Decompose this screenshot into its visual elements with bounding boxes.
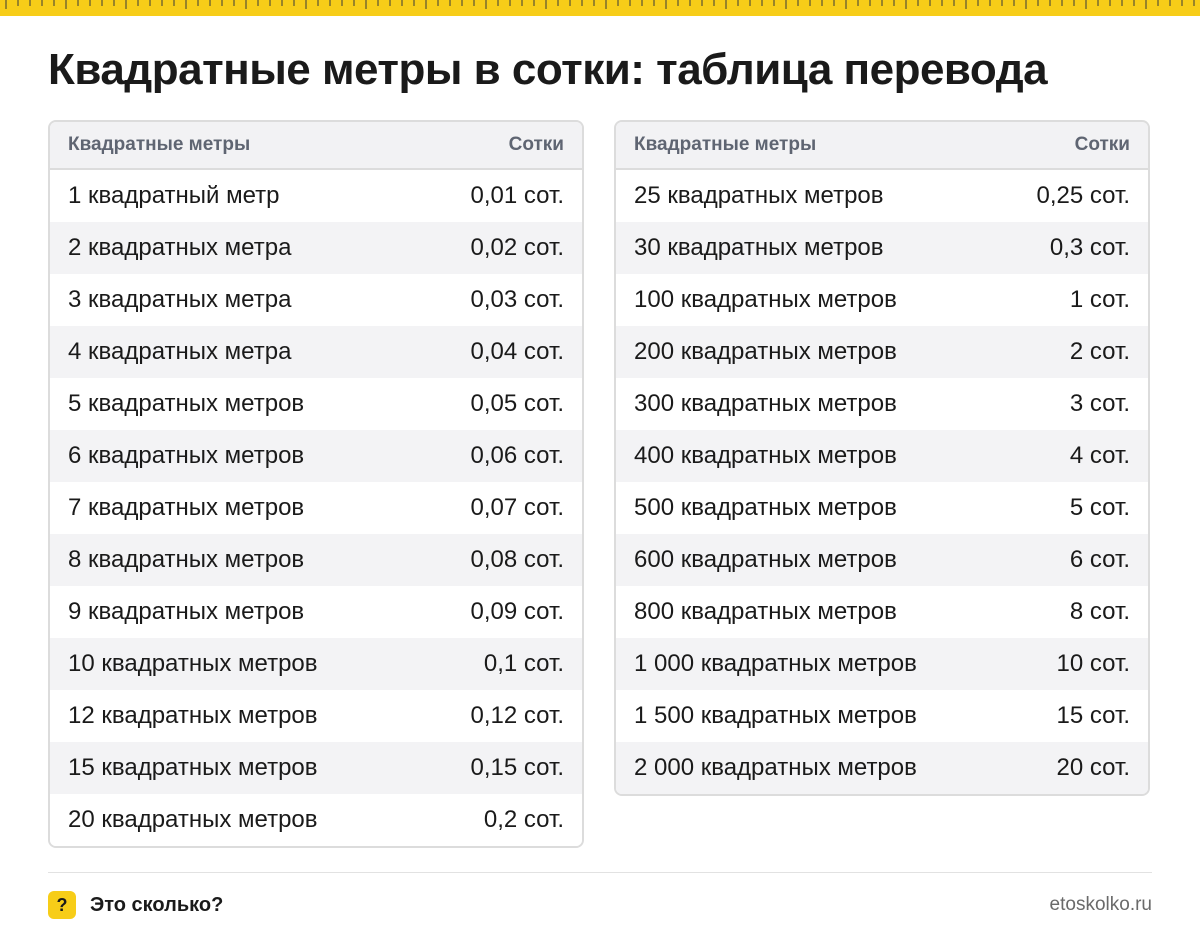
table-row: 30 квадратных метров 0,3 сот. bbox=[616, 222, 1148, 274]
meters-cell: 1 500 квадратных метров bbox=[634, 702, 917, 729]
meters-cell: 12 квадратных метров bbox=[68, 702, 318, 729]
table-row: 5 квадратных метров 0,05 сот. bbox=[50, 378, 582, 430]
header-meters: Квадратные метры bbox=[68, 134, 251, 155]
meters-cell: 400 квадратных метров bbox=[634, 442, 897, 469]
table-row: 300 квадратных метров 3 сот. bbox=[616, 378, 1148, 430]
conversion-table-right: Квадратные метры Сотки 25 квадратных мет… bbox=[614, 120, 1150, 796]
table-row: 100 квадратных метров 1 сот. bbox=[616, 274, 1148, 326]
table-row: 20 квадратных метров 0,2 сот. bbox=[50, 794, 582, 846]
meters-cell: 2 000 квадратных метров bbox=[634, 754, 917, 781]
meters-cell: 800 квадратных метров bbox=[634, 598, 897, 625]
meters-cell: 20 квадратных метров bbox=[68, 806, 318, 833]
site-url[interactable]: etoskolko.ru bbox=[1049, 894, 1152, 915]
meters-cell: 9 квадратных метров bbox=[68, 598, 305, 625]
header-meters: Квадратные метры bbox=[634, 134, 817, 155]
meters-cell: 5 квадратных метров bbox=[68, 390, 305, 417]
table-row: 9 квадратных метров 0,09 сот. bbox=[50, 586, 582, 638]
table-row: 400 квадратных метров 4 сот. bbox=[616, 430, 1148, 482]
ruler-strip bbox=[0, 0, 1200, 16]
table-header: Квадратные метры Сотки bbox=[50, 122, 582, 170]
meters-cell: 3 квадратных метра bbox=[68, 286, 292, 313]
meters-cell: 15 квадратных метров bbox=[68, 754, 318, 781]
sotki-cell: 3 сот. bbox=[1069, 390, 1130, 417]
table-row: 1 000 квадратных метров 10 сот. bbox=[616, 638, 1148, 690]
table-body: 25 квадратных метров 0,25 сот. 30 квадратн… bbox=[616, 170, 1148, 794]
sotki-cell: 0,01 сот. bbox=[470, 182, 564, 209]
table-row: 500 квадратных метров 5 сот. bbox=[616, 482, 1148, 534]
table-row: 800 квадратных метров 8 сот. bbox=[616, 586, 1148, 638]
meters-cell: 2 квадратных метра bbox=[68, 234, 292, 261]
sotki-cell: 4 сот. bbox=[1069, 442, 1130, 469]
sotki-cell: 0,1 сот. bbox=[483, 650, 564, 677]
header-sotki: Сотки bbox=[508, 134, 564, 155]
sotki-cell: 0,03 сот. bbox=[470, 286, 564, 313]
table-row: 600 квадратных метров 6 сот. bbox=[616, 534, 1148, 586]
sotki-cell: 2 сот. bbox=[1069, 338, 1130, 365]
question-mark-icon: ? bbox=[48, 891, 76, 919]
meters-cell: 1 000 квадратных метров bbox=[634, 650, 917, 677]
meters-cell: 7 квадратных метров bbox=[68, 494, 305, 521]
sotki-cell: 0,2 сот. bbox=[483, 806, 564, 833]
sotki-cell: 0,12 сот. bbox=[470, 702, 564, 729]
sotki-cell: 0,04 сот. bbox=[470, 338, 564, 365]
sotki-cell: 20 сот. bbox=[1056, 754, 1130, 781]
table-row: 8 квадратных метров 0,08 сот. bbox=[50, 534, 582, 586]
table-row: 10 квадратных метров 0,1 сот. bbox=[50, 638, 582, 690]
meters-cell: 25 квадратных метров bbox=[634, 182, 884, 209]
sotki-cell: 0,02 сот. bbox=[470, 234, 564, 261]
table-body: 1 квадратный метр 0,01 сот. 2 квадратных м… bbox=[50, 170, 582, 846]
meters-cell: 6 квадратных метров bbox=[68, 442, 305, 469]
conversion-table-left: Квадратные метры Сотки 1 квадратный метр… bbox=[48, 120, 584, 848]
table-row: 2 квадратных метра 0,02 сот. bbox=[50, 222, 582, 274]
sotki-cell: 8 сот. bbox=[1069, 598, 1130, 625]
sotki-cell: 0,15 сот. bbox=[470, 754, 564, 781]
table-row: 25 квадратных метров 0,25 сот. bbox=[616, 170, 1148, 222]
meters-cell: 600 квадратных метров bbox=[634, 546, 897, 573]
table-row: 6 квадратных метров 0,06 сот. bbox=[50, 430, 582, 482]
header-sotki: Сотки bbox=[1074, 134, 1130, 155]
meters-cell: 1 квадратный метр bbox=[68, 182, 280, 209]
table-row: 15 квадратных метров 0,15 сот. bbox=[50, 742, 582, 794]
table-row: 1 квадратный метр 0,01 сот. bbox=[50, 170, 582, 222]
sotki-cell: 5 сот. bbox=[1069, 494, 1130, 521]
meters-cell: 300 квадратных метров bbox=[634, 390, 897, 417]
table-row: 2 000 квадратных метров 20 сот. bbox=[616, 742, 1148, 794]
ruler-ticks bbox=[5, 0, 1195, 9]
sotki-cell: 15 сот. bbox=[1056, 702, 1130, 729]
brand-name: Это сколько? bbox=[90, 893, 224, 916]
meters-cell: 200 квадратных метров bbox=[634, 338, 897, 365]
sotki-cell: 6 сот. bbox=[1069, 546, 1130, 573]
sotki-cell: 1 сот. bbox=[1069, 286, 1130, 313]
page-title: Квадратные метры в сотки: таблица перево… bbox=[48, 45, 1048, 94]
meters-cell: 500 квадратных метров bbox=[634, 494, 897, 521]
table-row: 3 квадратных метра 0,03 сот. bbox=[50, 274, 582, 326]
sotki-cell: 0,05 сот. bbox=[470, 390, 564, 417]
table-row: 7 квадратных метров 0,07 сот. bbox=[50, 482, 582, 534]
meters-cell: 100 квадратных метров bbox=[634, 286, 897, 313]
meters-cell: 4 квадратных метра bbox=[68, 338, 292, 365]
table-header: Квадратные метры Сотки bbox=[616, 122, 1148, 170]
meters-cell: 10 квадратных метров bbox=[68, 650, 318, 677]
sotki-cell: 0,07 сот. bbox=[470, 494, 564, 521]
table-row: 4 квадратных метра 0,04 сот. bbox=[50, 326, 582, 378]
sotki-cell: 0,06 сот. bbox=[470, 442, 564, 469]
footer-brand: ? Это сколько? bbox=[48, 890, 223, 920]
sotki-cell: 10 сот. bbox=[1056, 650, 1130, 677]
footer-divider bbox=[48, 872, 1152, 873]
table-row: 12 квадратных метров 0,12 сот. bbox=[50, 690, 582, 742]
meters-cell: 30 квадратных метров bbox=[634, 234, 884, 261]
sotki-cell: 0,09 сот. bbox=[470, 598, 564, 625]
table-row: 200 квадратных метров 2 сот. bbox=[616, 326, 1148, 378]
table-row: 1 500 квадратных метров 15 сот. bbox=[616, 690, 1148, 742]
sotki-cell: 0,08 сот. bbox=[470, 546, 564, 573]
sotki-cell: 0,25 сот. bbox=[1036, 182, 1130, 209]
sotki-cell: 0,3 сот. bbox=[1049, 234, 1130, 261]
meters-cell: 8 квадратных метров bbox=[68, 546, 305, 573]
